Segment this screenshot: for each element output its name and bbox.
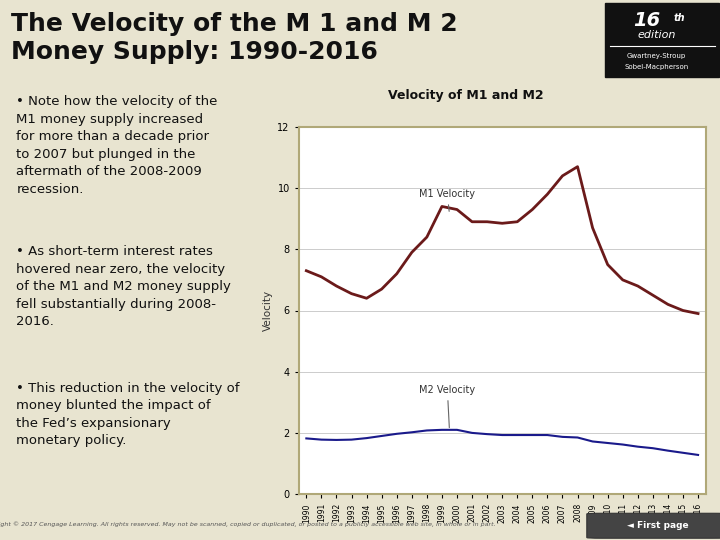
Text: Gwartney-Stroup: Gwartney-Stroup [627,53,686,59]
Text: Copyright © 2017 Cengage Learning. All rights reserved. May not be scanned, copi: Copyright © 2017 Cengage Learning. All r… [0,522,495,528]
Text: ◄ First page: ◄ First page [626,521,688,530]
Text: The Velocity of the M 1 and M 2
Money Supply: 1990-2016: The Velocity of the M 1 and M 2 Money Su… [11,12,457,64]
Text: Sobel-Macpherson: Sobel-Macpherson [624,64,689,70]
FancyBboxPatch shape [587,513,720,538]
Text: 16: 16 [633,11,660,30]
Text: th: th [674,13,685,23]
Text: M2 Velocity: M2 Velocity [419,385,475,428]
Text: • Note how the velocity of the
M1 money supply increased
for more than a decade : • Note how the velocity of the M1 money … [17,96,217,196]
FancyBboxPatch shape [605,3,719,77]
Text: • As short-term interest rates
hovered near zero, the velocity
of the M1 and M2 : • As short-term interest rates hovered n… [17,245,231,328]
Text: Velocity of M1 and M2: Velocity of M1 and M2 [389,89,544,102]
Text: M1 Velocity: M1 Velocity [419,190,475,211]
FancyBboxPatch shape [299,127,706,494]
Text: • This reduction in the velocity of
money blunted the impact of
the Fed’s expans: • This reduction in the velocity of mone… [17,382,240,448]
FancyBboxPatch shape [0,76,720,517]
Y-axis label: Velocity: Velocity [264,290,273,331]
Text: edition: edition [637,30,676,40]
